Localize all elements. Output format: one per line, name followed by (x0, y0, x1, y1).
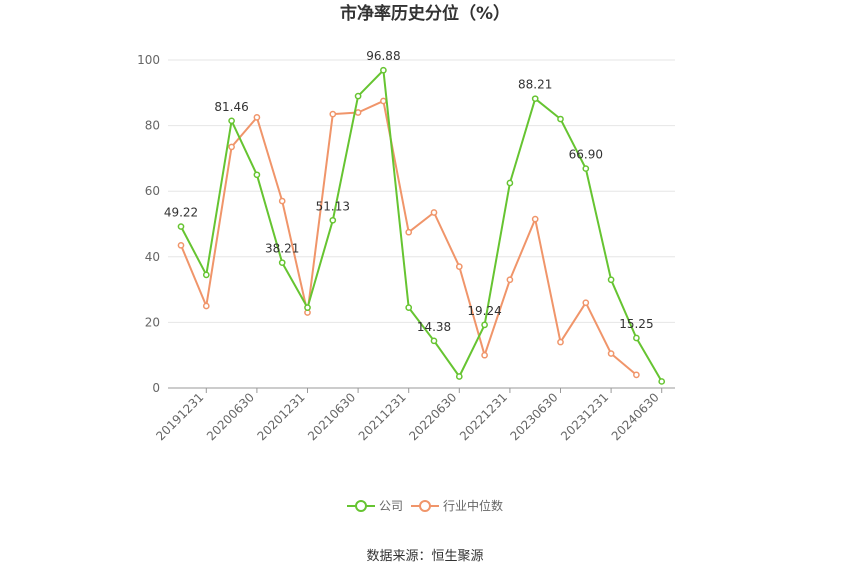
y-tick-label: 60 (145, 184, 160, 198)
y-tick-label: 0 (152, 381, 160, 395)
data-point[interactable] (531, 215, 539, 223)
data-point[interactable] (304, 304, 311, 311)
data-point[interactable] (531, 95, 539, 103)
y-tick-label: 40 (145, 250, 160, 264)
data-label: 96.88 (366, 49, 400, 63)
data-point[interactable] (253, 171, 261, 179)
y-tick-label: 80 (145, 119, 160, 133)
data-label: 66.90 (569, 148, 603, 162)
data-point[interactable] (228, 117, 235, 125)
legend-item-company[interactable]: 公司 (347, 499, 403, 513)
legend: 公司 行业中位数 (347, 498, 503, 513)
data-point[interactable] (228, 143, 235, 151)
legend-label-industry-median: 行业中位数 (443, 498, 503, 513)
legend-item-industry-median[interactable]: 行业中位数 (411, 498, 503, 513)
data-point[interactable] (329, 110, 337, 118)
x-tick-label: 20230630 (508, 390, 561, 443)
x-tick-label: 20221231 (457, 390, 510, 443)
data-point[interactable] (582, 165, 590, 172)
data-label: 38.21 (265, 242, 299, 256)
data-point[interactable] (633, 371, 640, 379)
data-point[interactable] (177, 241, 185, 249)
data-point[interactable] (582, 299, 590, 307)
data-point[interactable] (455, 373, 463, 380)
data-label: 81.46 (214, 100, 248, 114)
data-point[interactable] (633, 334, 640, 342)
data-point[interactable] (430, 337, 438, 345)
x-tick-label: 20211231 (356, 390, 409, 443)
data-label: 88.21 (518, 78, 552, 92)
data-point[interactable] (405, 228, 413, 236)
x-tick-label: 20200630 (204, 390, 257, 443)
data-point[interactable] (405, 304, 413, 311)
x-tick-label: 20210630 (305, 390, 358, 443)
data-point[interactable] (658, 378, 666, 385)
data-point[interactable] (278, 259, 286, 267)
data-point[interactable] (278, 197, 286, 205)
series-line-0 (180, 69, 663, 382)
x-tick-label: 20191231 (153, 390, 206, 443)
data-label: 51.13 (316, 199, 350, 213)
data-point[interactable] (354, 109, 362, 116)
legend-marker-industry-median (419, 500, 431, 512)
legend-marker-company (355, 500, 367, 512)
y-tick-label: 20 (145, 315, 160, 329)
data-point[interactable] (481, 321, 488, 329)
y-tick-label: 100 (137, 53, 160, 67)
data-point[interactable] (430, 209, 438, 216)
data-point[interactable] (506, 276, 514, 284)
data-label: 49.22 (164, 206, 198, 220)
legend-label-company: 公司 (379, 499, 403, 513)
data-point[interactable] (557, 338, 564, 346)
data-point[interactable] (202, 302, 210, 310)
x-tick-label: 20220630 (406, 390, 459, 443)
x-tick-label: 20231231 (558, 390, 611, 443)
data-point[interactable] (202, 271, 210, 279)
data-label: 15.25 (619, 317, 653, 331)
data-label: 14.38 (417, 320, 451, 334)
data-point[interactable] (607, 276, 615, 284)
data-point[interactable] (557, 115, 564, 123)
grid (168, 59, 675, 323)
data-point[interactable] (380, 97, 387, 105)
data-point[interactable] (380, 66, 387, 74)
data-labels: 49.22 81.46 38.21 51.13 96.88 14.38 19.24 88.21… (164, 49, 654, 334)
data-point[interactable] (354, 92, 362, 100)
series-line-1 (180, 100, 638, 376)
source-note: 数据来源：恒生聚源 (366, 549, 483, 564)
chart-title: 市净率历史分位（%） (340, 3, 510, 24)
data-point[interactable] (253, 114, 261, 121)
series (177, 66, 666, 385)
x-tick-label: 20240630 (609, 390, 662, 443)
data-point[interactable] (481, 351, 488, 359)
x-tick-label: 20201231 (255, 390, 308, 443)
data-label: 19.24 (467, 304, 501, 318)
data-point[interactable] (177, 223, 185, 230)
data-point[interactable] (607, 350, 615, 357)
data-point[interactable] (329, 216, 337, 224)
data-point[interactable] (455, 263, 463, 270)
data-point[interactable] (506, 179, 514, 187)
